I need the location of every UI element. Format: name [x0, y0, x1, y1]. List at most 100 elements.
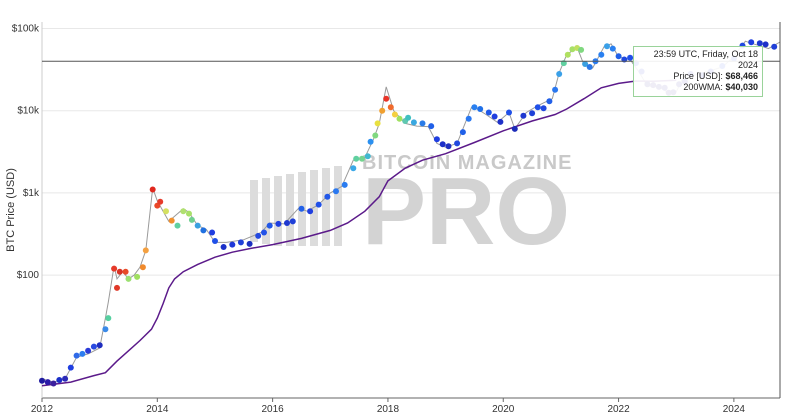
price-dot: [615, 53, 622, 60]
x-tick-label: 2020: [492, 404, 515, 415]
price-dot: [96, 342, 103, 349]
price-dot: [762, 41, 769, 48]
x-tick-label: 2024: [723, 404, 746, 415]
price-dot: [111, 265, 118, 272]
price-dot: [341, 181, 348, 188]
watermark-logo-bar: [310, 170, 318, 246]
tooltip-price-row: Price [USD]: $68,466: [638, 71, 758, 82]
price-dot: [410, 119, 417, 126]
tooltip-time: 23:59 UTC, Friday, Oct 18 2024: [653, 49, 758, 70]
price-dot: [56, 377, 63, 383]
tooltip-price-label: Price [USD]:: [673, 71, 723, 81]
gridlines: [42, 28, 780, 276]
price-dot: [459, 129, 466, 136]
price-dot: [491, 113, 498, 120]
price-dot: [439, 141, 446, 148]
watermark-logo-bar: [274, 176, 282, 246]
price-dot: [139, 264, 146, 271]
price-dot: [391, 111, 398, 118]
hover-tooltip: 23:59 UTC, Friday, Oct 18 2024 Price [US…: [633, 46, 763, 97]
price-dot: [372, 132, 379, 139]
price-dot: [220, 244, 227, 250]
price-dot: [506, 109, 512, 116]
price-dot: [333, 188, 339, 195]
watermark-logo-bar: [262, 178, 270, 244]
price-dot: [364, 153, 371, 160]
watermark-big-text: PRO: [362, 158, 570, 265]
price-dot: [50, 380, 57, 387]
price-dot: [67, 364, 74, 371]
watermark-logo-bar: [322, 168, 330, 246]
price-dot: [315, 201, 322, 208]
price-dot: [284, 220, 290, 226]
price-dot: [534, 104, 541, 111]
watermark-logo-bar: [250, 180, 258, 242]
y-tick-label: $100k: [12, 24, 40, 35]
price-dot: [105, 315, 112, 322]
price-dot: [90, 343, 97, 350]
price-dot: [246, 240, 253, 247]
price-dot: [229, 241, 236, 248]
price-dot: [756, 40, 763, 47]
price-dot: [188, 216, 195, 223]
watermark-small-text: BITCOIN MAGAZINE: [362, 152, 572, 174]
price-dot: [485, 109, 492, 116]
price-dot: [200, 227, 207, 234]
price-dot: [275, 220, 282, 227]
price-dot: [771, 43, 778, 50]
y-axis-ticks: $100 $1k $10k $100k: [12, 24, 40, 282]
price-dot: [102, 326, 109, 333]
price-dot: [569, 46, 576, 53]
price-dot: [350, 165, 357, 172]
price-dot: [529, 110, 536, 117]
price-dot: [419, 120, 426, 127]
price-dot: [212, 238, 218, 244]
price-dot: [497, 118, 504, 125]
price-dot: [359, 155, 365, 162]
x-axis-ticks: 2012 2014 2016 2018 2020 2022 2024: [31, 398, 746, 415]
price-dot: [609, 45, 616, 52]
y-axis-label: BTC Price (USD): [5, 168, 17, 252]
price-dot: [374, 120, 381, 127]
price-dot: [598, 51, 605, 58]
price-dot: [511, 125, 518, 132]
price-dot: [62, 375, 69, 382]
price-dot: [520, 112, 527, 119]
price-dot: [367, 138, 374, 145]
price-dot: [125, 275, 132, 282]
price-dot: [582, 61, 589, 67]
price-dot: [428, 123, 435, 130]
axes: [41, 22, 780, 399]
price-dot: [627, 54, 634, 61]
x-tick-label: 2014: [146, 404, 169, 415]
price-dot: [44, 379, 51, 386]
price-dot: [405, 114, 412, 121]
price-dot: [604, 43, 610, 50]
x-tick-label: 2016: [262, 404, 285, 415]
price-dot: [454, 140, 461, 147]
price-dot: [445, 143, 452, 150]
price-dot: [163, 208, 169, 215]
price-dot: [174, 222, 181, 229]
tooltip-price-value: $68,466: [725, 71, 758, 81]
price-dot: [383, 95, 390, 102]
tooltip-wma-row: 200WMA: $40,030: [638, 82, 758, 93]
price-dot: [39, 377, 45, 384]
watermark-logo-bar: [286, 174, 294, 246]
price-dot: [433, 136, 440, 143]
y-tick-label: $1k: [23, 188, 40, 199]
price-dot: [85, 347, 92, 354]
price-dot: [255, 232, 262, 239]
price-dot: [114, 284, 120, 291]
x-tick-label: 2018: [377, 404, 400, 415]
price-dot: [564, 51, 571, 58]
x-tick-label: 2012: [31, 404, 54, 415]
price-dot: [122, 268, 129, 275]
price-dot: [73, 352, 80, 359]
price-dot: [556, 71, 563, 77]
price-dot: [180, 208, 187, 215]
price-dot: [540, 105, 547, 112]
price-dot: [79, 350, 86, 357]
y-tick-label: $100: [17, 270, 40, 281]
